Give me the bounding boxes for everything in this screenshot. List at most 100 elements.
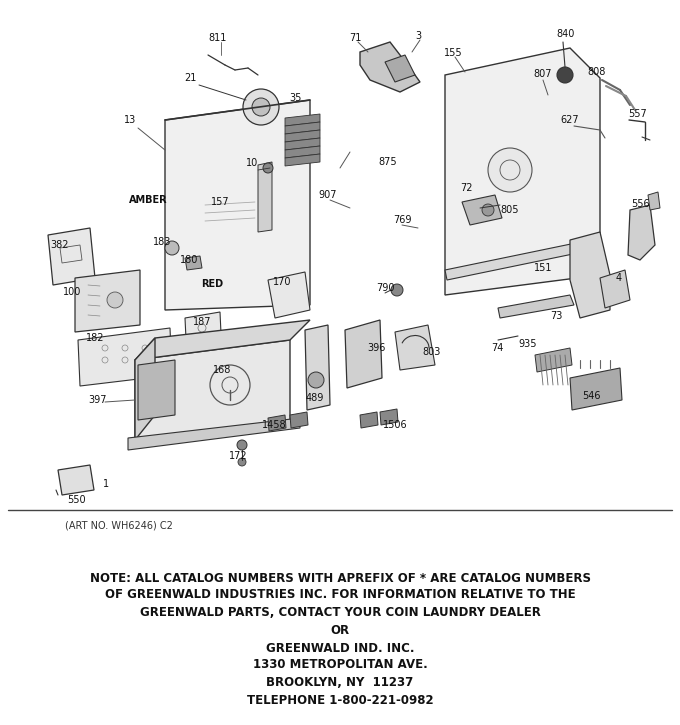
Text: 71: 71 — [349, 33, 361, 43]
Text: 151: 151 — [534, 263, 552, 273]
Polygon shape — [285, 146, 320, 158]
Polygon shape — [285, 122, 320, 134]
Text: 10: 10 — [246, 158, 258, 168]
Circle shape — [243, 89, 279, 125]
Text: 907: 907 — [319, 190, 337, 200]
Text: 396: 396 — [367, 343, 385, 353]
Text: 807: 807 — [534, 69, 552, 79]
Circle shape — [252, 98, 270, 116]
Text: 180: 180 — [180, 255, 198, 265]
Polygon shape — [285, 154, 320, 166]
Text: (ART NO. WH6246) C2: (ART NO. WH6246) C2 — [65, 520, 173, 530]
Polygon shape — [185, 312, 222, 360]
Text: 4: 4 — [616, 273, 622, 283]
Polygon shape — [385, 55, 415, 82]
Polygon shape — [628, 205, 655, 260]
Text: 157: 157 — [211, 197, 229, 207]
Text: TELEPHONE 1-800-221-0982: TELEPHONE 1-800-221-0982 — [247, 694, 433, 706]
Polygon shape — [648, 192, 660, 210]
Text: OF GREENWALD INDUSTRIES INC. FOR INFORMATION RELATIVE TO THE: OF GREENWALD INDUSTRIES INC. FOR INFORMA… — [105, 589, 575, 602]
Polygon shape — [445, 238, 602, 280]
Circle shape — [107, 292, 123, 308]
Text: 183: 183 — [153, 237, 171, 247]
Text: 627: 627 — [561, 115, 579, 125]
Polygon shape — [360, 412, 378, 428]
Circle shape — [263, 163, 273, 173]
Polygon shape — [48, 228, 95, 285]
Text: 21: 21 — [184, 73, 197, 83]
Text: 557: 557 — [628, 109, 647, 119]
Text: 811: 811 — [209, 33, 227, 43]
Text: 546: 546 — [582, 391, 600, 401]
Polygon shape — [258, 162, 272, 232]
Polygon shape — [290, 412, 308, 428]
Text: GREENWALD IND. INC.: GREENWALD IND. INC. — [266, 642, 414, 655]
Text: OR: OR — [330, 624, 350, 637]
Polygon shape — [285, 114, 320, 126]
Text: 935: 935 — [519, 339, 537, 349]
Text: 155: 155 — [443, 48, 462, 58]
Text: 808: 808 — [588, 67, 606, 77]
Polygon shape — [380, 409, 398, 425]
Text: AMBER: AMBER — [129, 195, 167, 205]
Polygon shape — [268, 415, 286, 431]
Polygon shape — [75, 270, 140, 332]
Text: 382: 382 — [51, 240, 69, 250]
Text: 840: 840 — [557, 29, 575, 39]
Text: 1458: 1458 — [262, 420, 286, 430]
Text: 489: 489 — [306, 393, 324, 403]
Polygon shape — [345, 320, 382, 388]
Text: 13: 13 — [124, 115, 136, 125]
Polygon shape — [498, 295, 574, 318]
Text: 182: 182 — [86, 333, 104, 343]
Circle shape — [482, 204, 494, 216]
Circle shape — [488, 148, 532, 192]
Text: 170: 170 — [273, 277, 291, 287]
Text: 1506: 1506 — [383, 420, 407, 430]
Circle shape — [391, 284, 403, 296]
Text: 168: 168 — [213, 365, 231, 375]
Circle shape — [165, 241, 179, 255]
Polygon shape — [395, 325, 435, 370]
Circle shape — [237, 440, 247, 450]
Text: 805: 805 — [500, 205, 520, 215]
Text: 72: 72 — [460, 183, 472, 193]
Text: 35: 35 — [289, 93, 301, 103]
Polygon shape — [135, 340, 290, 440]
Polygon shape — [268, 272, 310, 318]
Polygon shape — [78, 328, 172, 386]
Text: NOTE: ALL CATALOG NUMBERS WITH APREFIX OF * ARE CATALOG NUMBERS: NOTE: ALL CATALOG NUMBERS WITH APREFIX O… — [90, 571, 590, 584]
Polygon shape — [135, 320, 310, 360]
Polygon shape — [445, 48, 600, 295]
Text: 769: 769 — [393, 215, 411, 225]
Text: 100: 100 — [63, 287, 81, 297]
Polygon shape — [185, 256, 202, 270]
Text: 3: 3 — [415, 31, 421, 41]
Polygon shape — [535, 348, 572, 372]
Polygon shape — [128, 418, 300, 450]
Text: 1: 1 — [103, 479, 109, 489]
Polygon shape — [285, 138, 320, 150]
Text: 556: 556 — [630, 199, 649, 209]
Polygon shape — [135, 338, 155, 440]
Polygon shape — [570, 368, 622, 410]
Text: GREENWALD PARTS, CONTACT YOUR COIN LAUNDRY DEALER: GREENWALD PARTS, CONTACT YOUR COIN LAUND… — [139, 605, 541, 618]
Polygon shape — [58, 465, 94, 495]
Text: 172: 172 — [228, 451, 248, 461]
Polygon shape — [138, 360, 175, 420]
Circle shape — [308, 372, 324, 388]
Text: 790: 790 — [376, 283, 394, 293]
Polygon shape — [360, 42, 420, 92]
Polygon shape — [600, 270, 630, 308]
Text: 803: 803 — [423, 347, 441, 357]
Text: 187: 187 — [192, 317, 211, 327]
Polygon shape — [285, 130, 320, 142]
Text: 73: 73 — [550, 311, 562, 321]
Polygon shape — [462, 195, 502, 225]
Circle shape — [238, 458, 246, 466]
Text: 1330 METROPOLITAN AVE.: 1330 METROPOLITAN AVE. — [253, 658, 427, 671]
Text: 74: 74 — [491, 343, 503, 353]
Text: BROOKLYN, NY  11237: BROOKLYN, NY 11237 — [267, 676, 413, 689]
Text: RED: RED — [201, 279, 223, 289]
Polygon shape — [165, 100, 310, 310]
